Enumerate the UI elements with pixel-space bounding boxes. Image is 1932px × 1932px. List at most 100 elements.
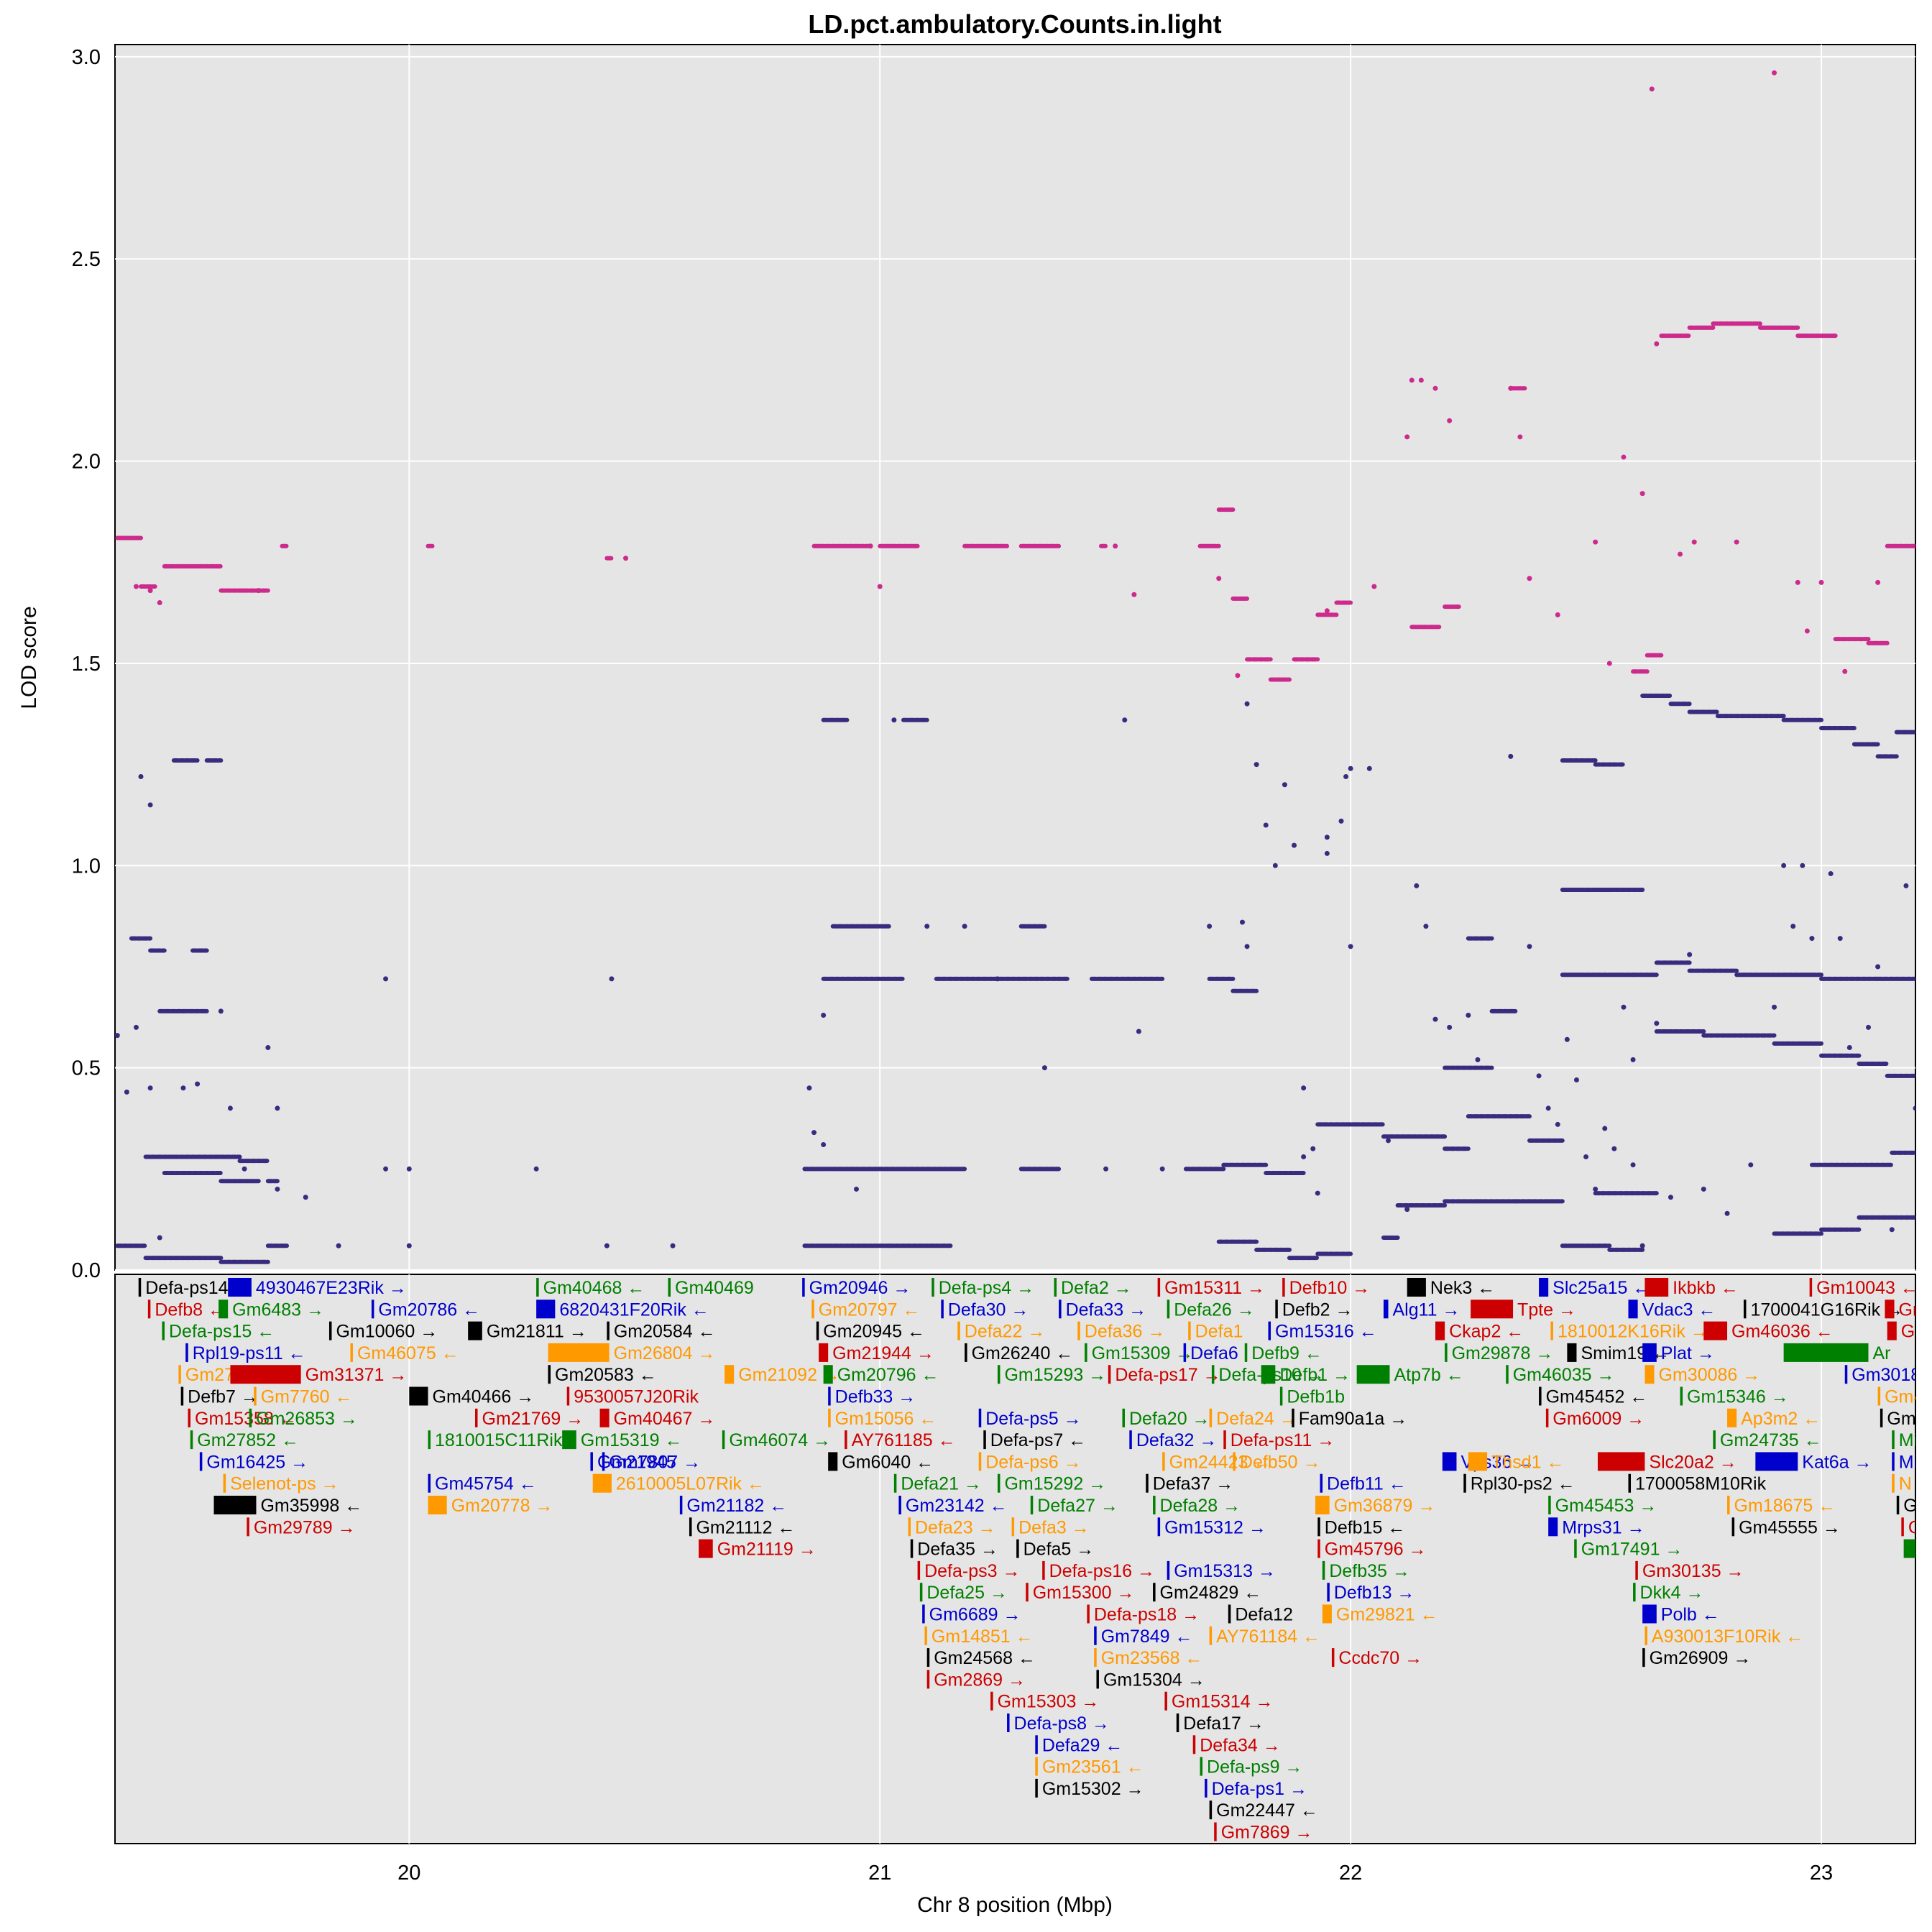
gene-label: Gm36879 →: [1334, 1496, 1436, 1516]
gene-bar: [919, 1583, 923, 1602]
gene-label: Gm21769 →: [482, 1409, 584, 1429]
lod-point: [1423, 924, 1429, 929]
gene-label: Tpte →: [1517, 1300, 1576, 1320]
gene-bar: [190, 1430, 193, 1450]
gene-label: Defb9 ←: [1251, 1343, 1322, 1363]
gene-bar: [922, 1604, 925, 1624]
gene-label: Gm24829 ←: [1160, 1583, 1262, 1603]
gene-label: Defa29 ←: [1042, 1735, 1123, 1755]
gene-bar: [1680, 1386, 1683, 1406]
gene-bar: [983, 1430, 986, 1450]
gene-label: Gm29878 →: [1452, 1343, 1554, 1363]
lod-point: [1207, 924, 1213, 929]
gene-bar: [1463, 1473, 1466, 1493]
lod-point: [157, 1235, 162, 1241]
gene-label: Defb33 →: [835, 1387, 916, 1407]
gene-label: Rpl19-ps11 ←: [193, 1343, 306, 1363]
gene-bar: [1885, 1300, 1895, 1319]
lod-point: [1432, 385, 1438, 391]
lod-point: [1889, 1227, 1895, 1233]
lod-point: [383, 1166, 389, 1172]
gene-label: Gm6040 ←: [842, 1452, 934, 1472]
gene-bar: [1035, 1757, 1038, 1776]
lod-point: [995, 976, 1000, 982]
gene-label: Defa-ps1 →: [1212, 1779, 1307, 1799]
gene-label: Defa-ps8 →: [1014, 1714, 1110, 1734]
gene-label: Gm15314 →: [1172, 1692, 1274, 1712]
gene-label: Gm15312 →: [1164, 1517, 1266, 1537]
gene-label: Gm24423 ←: [1169, 1452, 1271, 1472]
lod-point: [1809, 936, 1815, 942]
gene-label: Gm23142 ←: [906, 1496, 1008, 1516]
gene-label: Ar: [1873, 1343, 1891, 1363]
lod-point: [1343, 773, 1349, 779]
lod-point: [406, 1243, 412, 1248]
lod-point: [227, 1105, 233, 1111]
gene-label: Defb13 →: [1334, 1583, 1415, 1603]
lod-point: [1404, 1207, 1410, 1213]
gene-bar: [1642, 1648, 1645, 1668]
gene-bar: [590, 1452, 593, 1471]
lod-point: [868, 543, 873, 549]
gene-label: Gm15313 →: [1174, 1561, 1276, 1581]
gene-label: Defb50 →: [1240, 1452, 1321, 1472]
gene-label: Defa-ps3 →: [924, 1561, 1020, 1581]
gene-bar: [1844, 1365, 1848, 1384]
gene-label: Gm30135 →: [1642, 1561, 1744, 1581]
gene-bar: [1892, 1452, 1895, 1471]
gene-label: A930013F10Rik ←: [1652, 1627, 1803, 1647]
gene-bar: [1146, 1473, 1149, 1493]
gene-bar: [828, 1386, 831, 1406]
lod-point: [1136, 1029, 1141, 1034]
gene-label: Gm15300 →: [1033, 1583, 1135, 1603]
gene-bar: [1550, 1321, 1553, 1340]
gene-label: Alg11 →: [1393, 1300, 1460, 1320]
gene-bar: [1205, 1778, 1208, 1798]
gene-label: Defa5 →: [1024, 1540, 1095, 1560]
lod-point: [1324, 608, 1330, 614]
lod-point: [256, 588, 262, 594]
gene-bar: [1261, 1365, 1276, 1384]
gene-bar: [1188, 1321, 1191, 1340]
gene-label: G: [1922, 1540, 1932, 1560]
lod-point: [1272, 862, 1278, 868]
lod-point: [1404, 434, 1410, 440]
lod-point: [1687, 952, 1693, 957]
gene-label: Ikbkb ←: [1673, 1278, 1739, 1298]
gene-label: Defa23 →: [915, 1517, 996, 1537]
lod-point: [1409, 377, 1414, 383]
lod-point: [1903, 883, 1909, 888]
gene-label: Gm20584 ←: [614, 1322, 716, 1342]
lod-point: [853, 1186, 859, 1192]
gene-label: Defa1: [1195, 1322, 1243, 1342]
gene-label: Defa-ps7 ←: [990, 1430, 1086, 1450]
gene-label: Gm15311 →: [1164, 1278, 1265, 1298]
lod-point: [1235, 673, 1241, 678]
gene-bar: [990, 1691, 993, 1711]
gene-bar: [724, 1365, 735, 1384]
gene-bar: [1279, 1386, 1283, 1406]
lod-point: [1366, 765, 1372, 771]
gene-bar: [722, 1430, 725, 1450]
lod-point: [1527, 944, 1532, 949]
gene-label: 1700058M10Rik: [1635, 1474, 1767, 1494]
lod-point: [1668, 1195, 1673, 1200]
gene-bar: [910, 1539, 914, 1558]
gene-bar: [802, 1278, 805, 1297]
lod-point: [604, 1243, 610, 1248]
gene-label: Gm45754 ←: [435, 1474, 537, 1494]
gene-label: Ccdc70 →: [1338, 1648, 1422, 1668]
gene-label: 1810012K16Rik →: [1558, 1322, 1708, 1342]
lod-point: [133, 584, 139, 589]
gene-bar: [1059, 1300, 1062, 1319]
gene-label: Defa17 →: [1183, 1714, 1264, 1734]
y-tick-label: 3.0: [72, 46, 101, 69]
lod-point: [133, 1024, 139, 1030]
gene-label: Mrps31 →: [1562, 1517, 1644, 1537]
gene-label: Defa3 →: [1018, 1517, 1090, 1537]
gene-bar: [328, 1321, 332, 1340]
gene-label: Gm15304 →: [1103, 1670, 1205, 1690]
lod-point: [1041, 1065, 1047, 1071]
gene-label: Gm15316 ←: [1275, 1322, 1377, 1342]
